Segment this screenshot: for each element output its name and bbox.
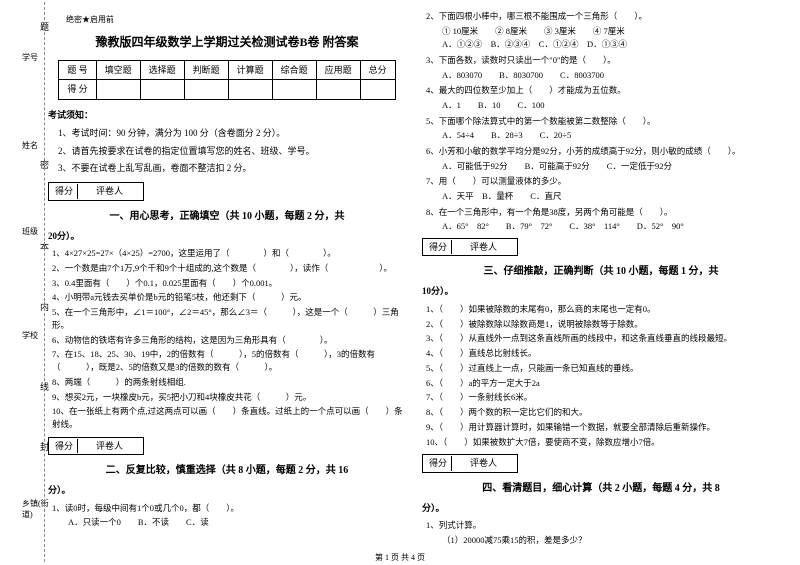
opt: A．803070 B．8030700 C．8003700 <box>442 69 780 83</box>
secret-mark: 绝密★启用前 <box>66 14 406 27</box>
q: 9、（ ）用计算器计算时，如果输错一个数据，就要全部清除后重新操作。 <box>426 421 780 434</box>
q: 2、一个数是由7个1万,9个千和9个十组成的,这个数是（ ），读作（ ）。 <box>52 262 406 275</box>
q: 1、4×27×25=27×（4×25）=2700，这里运用了（ ）和（ ）。 <box>52 247 406 260</box>
opt: A．①②③ B．②③④ C．①②④ D．①③④ <box>442 38 780 52</box>
th: 题 号 <box>59 60 96 79</box>
td[interactable] <box>96 80 140 99</box>
grade-box: 得分评卷人 <box>48 182 144 200</box>
q: 1、列式计算。 <box>426 519 780 532</box>
td[interactable] <box>316 80 360 99</box>
fold-line <box>44 2 45 562</box>
th: 应用题 <box>316 60 360 79</box>
q: 2、下面四根小棒中，哪三根不能围成一个三角形（ ）。 <box>426 10 780 23</box>
th: 选择题 <box>140 60 184 79</box>
margin-label-class: 班级 <box>22 226 38 237</box>
td[interactable] <box>360 80 395 99</box>
td: 得 分 <box>59 80 96 99</box>
th: 填空题 <box>96 60 140 79</box>
part2-title2: 分）。 <box>48 483 406 497</box>
q: 8、两端（ ）的两条射线相组. <box>52 376 406 389</box>
q: 7、用（ ）可以测量液体的多少。 <box>426 175 780 188</box>
q: 4、小明带a元钱去买单价是b元的铅笔5枝，他还剩下（ ）元。 <box>52 291 406 304</box>
q: 7、（ ）一条射线长6米。 <box>426 391 780 404</box>
q: 2、（ ）被除数除以除数商是1，说明被除数等于除数。 <box>426 318 780 331</box>
q: 3、0.4里面有（ ）个0.1，0.025里面有（ ）个0.001。 <box>52 277 406 290</box>
grade-marker: 评卷人 <box>452 240 515 254</box>
part4-title: 四、看清题目，细心计算（共 2 小题，每题 4 分，共 8 <box>422 481 780 497</box>
score-value-row: 得 分 <box>59 80 395 99</box>
q: 5、下面哪个除法算式中的第一个数能被第二数整除（ ）。 <box>426 115 780 128</box>
q: 4、（ ）直线总比射线长。 <box>426 347 780 360</box>
q: 3、（ ）从直线外一点到这条直线所画的线段中，和这条直线垂直的线段最短。 <box>426 332 780 345</box>
grade-box-2: 得分评卷人 <box>48 437 144 455</box>
score-table: 题 号 填空题 选择题 判断题 计算题 综合题 应用题 总分 得 分 <box>58 60 395 100</box>
opt: A．1 B．10 C．100 <box>442 99 780 113</box>
part3-title: 三、仔细推敲，正确判断（共 10 小题，每题 1 分，共 <box>422 264 780 280</box>
notice-list: 1、考试时间：90 分钟，满分为 100 分（含卷面分 2 分）。 2、请首先按… <box>48 126 406 175</box>
right-column: 2、下面四根小棒中，哪三根不能围成一个三角形（ ）。 ① 10厘米 ② 8厘米 … <box>422 8 780 548</box>
left-column: 绝密★启用前 豫教版四年级数学上学期过关检测试卷B卷 附答案 题 号 填空题 选… <box>48 8 406 548</box>
score-header-row: 题 号 填空题 选择题 判断题 计算题 综合题 应用题 总分 <box>59 60 395 79</box>
q: 8、在一个三角形中，有一个角是38度，另两个角可能是（ ）。 <box>426 206 780 219</box>
q: 9、想买2元，一块橡皮b元，买5把小刀和4块橡皮共花（ ）元。 <box>52 391 406 404</box>
grade-box-3: 得分评卷人 <box>422 238 518 256</box>
th: 计算题 <box>228 60 272 79</box>
grade-marker: 评卷人 <box>78 184 141 198</box>
paper-title: 豫教版四年级数学上学期过关检测试卷B卷 附答案 <box>48 33 406 52</box>
q: 4、最大的四位数至少加上（ ）才能成为五位数。 <box>426 84 780 97</box>
th: 综合题 <box>272 60 316 79</box>
grade-marker: 评卷人 <box>78 439 141 453</box>
page-footer: 第 1 页 共 4 页 <box>0 552 800 563</box>
grade-score: 得分 <box>51 439 78 453</box>
part1-title: 一、用心思考，正确填空（共 10 小题，每题 2 分，共 <box>48 209 406 225</box>
td[interactable] <box>184 80 228 99</box>
q: 3、下面各数，读数时只读出一个"0"的是（ ）。 <box>426 54 780 67</box>
opt: ① 10厘米 ② 8厘米 ③ 3厘米 ④ 7厘米 <box>442 25 780 39</box>
q: 5、（ ）过直线上一点，只能画一条已知直线的垂线。 <box>426 362 780 375</box>
q: 6、（ ）a的平方一定大于2a <box>426 377 780 390</box>
part1-title2: 20分）。 <box>48 229 406 243</box>
notice-item: 2、请首先按要求在试卷的指定位置填写您的姓名、班级、学号。 <box>58 144 406 158</box>
grade-score: 得分 <box>51 184 78 198</box>
td[interactable] <box>228 80 272 99</box>
grade-score: 得分 <box>425 456 452 470</box>
part3-title2: 10分）。 <box>422 284 780 298</box>
opt: A．只读一个0 B．不读 C．读 <box>68 516 406 530</box>
notice-item: 1、考试时间：90 分钟，满分为 100 分（含卷面分 2 分）。 <box>58 126 406 140</box>
q: 6、小芳和小敏的数学平均分是92分，小芳的成绩高于92分，则小敏的成绩（ ）。 <box>426 145 780 158</box>
q: 5、在一个三角形中，∠1＝100°，∠2＝45°，那么∠3＝（ ），这是一个（ … <box>52 306 406 332</box>
grade-box-4: 得分评卷人 <box>422 454 518 472</box>
page-content: 绝密★启用前 豫教版四年级数学上学期过关检测试卷B卷 附答案 题 号 填空题 选… <box>48 8 788 548</box>
th: 总分 <box>360 60 395 79</box>
q: 1、读0时，每级中间有1个0或几个0，都（ ）。 <box>52 502 406 515</box>
sub-q: （1）20000减75乘15的积，差是多少？ <box>442 534 780 548</box>
notice-item: 3、不要在试卷上乱写乱画，卷面不整洁扣 2 分。 <box>58 161 406 175</box>
opt: A．天平 B．量杯 C．直尺 <box>442 190 780 204</box>
q: 10、在一张纸上有两个点,过这两点可以画（ ）条直线。过纸上的一个点可以画（ ）… <box>52 405 406 431</box>
part4-title2: 分）。 <box>422 501 780 515</box>
q: 1、（ ）如果被除数的末尾有0，那么商的末尾也一定有0。 <box>426 303 780 316</box>
q: 10、（ ）如果被数扩大7倍，要使商不变，除数应增小7倍。 <box>426 436 780 449</box>
q: 6、动物信的铁塔有许多三角形的结构，这是因为三角形具有（ ）。 <box>52 334 406 347</box>
notice-head: 考试须知： <box>48 108 406 122</box>
opt: A．可能低于92分 B．可能高于92分 C．一定低于92分 <box>442 160 780 174</box>
q: 8、（ ）两个数的积一定比它们的和大。 <box>426 406 780 419</box>
td[interactable] <box>272 80 316 99</box>
grade-marker: 评卷人 <box>452 456 515 470</box>
grade-score: 得分 <box>425 240 452 254</box>
margin-label-id: 学号 <box>22 52 38 63</box>
opt: A．54÷4 B．28÷3 C．20÷5 <box>442 129 780 143</box>
q: 7、在15、18、25、30、19中，2的倍数有（ ），5的倍数有（ ），3的倍… <box>52 348 406 374</box>
margin-label-name: 姓名 <box>22 140 38 151</box>
part2-title: 二、反复比较，慎重选择（共 8 小题，每题 2 分，共 16 <box>48 463 406 479</box>
td[interactable] <box>140 80 184 99</box>
th: 判断题 <box>184 60 228 79</box>
opt: A．65° 82° B．79° 72° C．38° 114° D．52° 90° <box>442 220 780 234</box>
margin-label-school: 学校 <box>22 330 38 341</box>
